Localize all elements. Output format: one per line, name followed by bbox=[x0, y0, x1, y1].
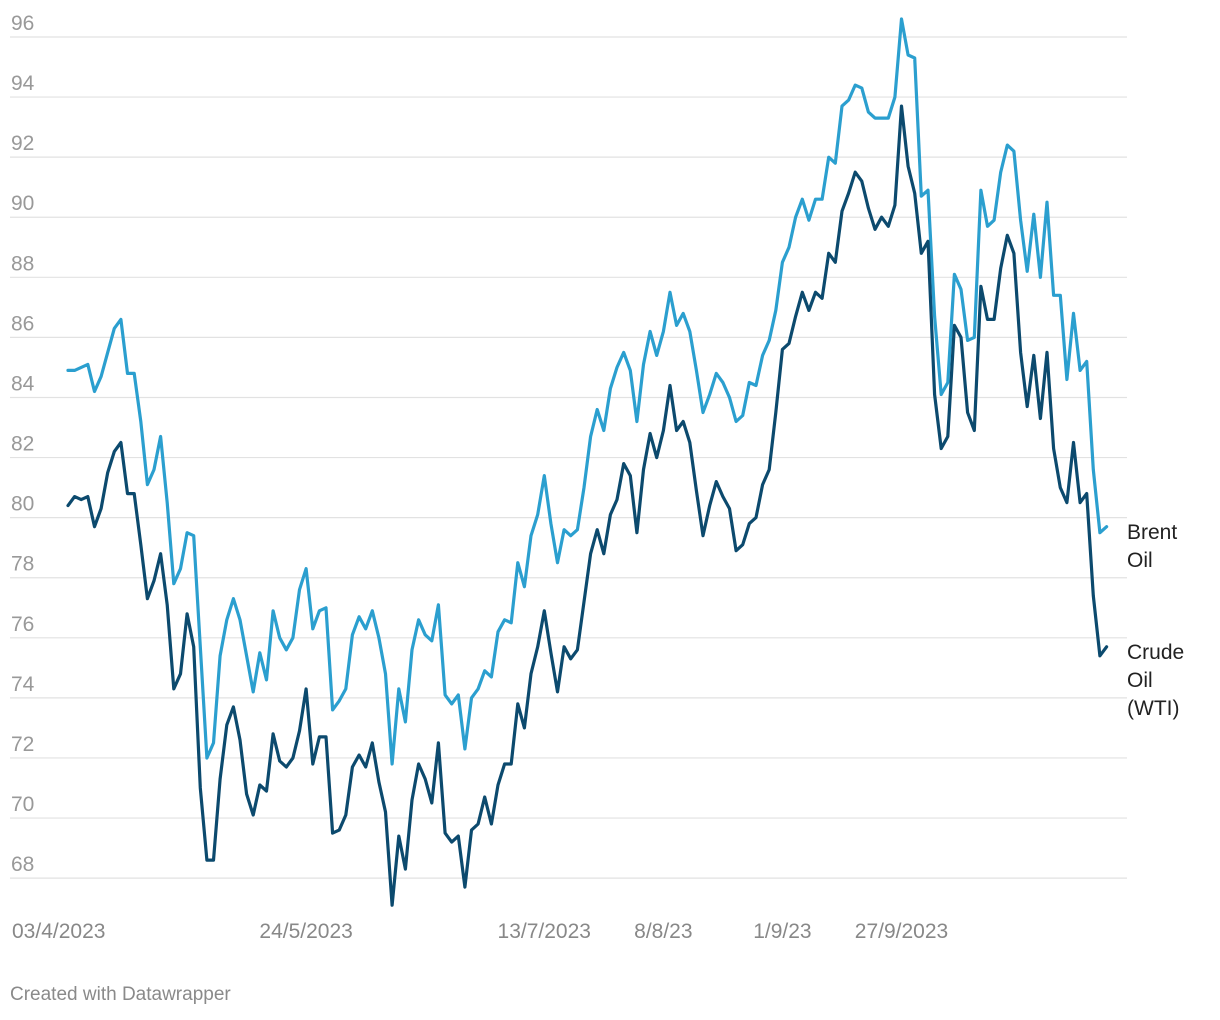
y-tick-label: 86 bbox=[11, 312, 34, 335]
y-tick-label: 90 bbox=[11, 192, 34, 215]
x-tick-label: 03/4/2023 bbox=[12, 920, 105, 943]
x-tick-label: 1/9/23 bbox=[753, 920, 811, 943]
y-tick-label: 78 bbox=[11, 553, 34, 576]
y-tick-label: 72 bbox=[11, 733, 34, 756]
y-tick-label: 68 bbox=[11, 853, 34, 876]
series-line-crude-oil-wti bbox=[66, 104, 1109, 907]
x-tick-label: 27/9/2023 bbox=[855, 920, 948, 943]
x-axis-tick-labels: 03/4/2023 24/5/2023 13/7/2023 8/8/23 1/9/23 2… bbox=[12, 920, 948, 943]
y-tick-label: 88 bbox=[11, 252, 34, 275]
y-tick-label: 74 bbox=[11, 673, 35, 696]
y-tick-label: 84 bbox=[11, 372, 35, 395]
series-label-brent-oil: Brent bbox=[1127, 521, 1177, 544]
x-tick-label: 24/5/2023 bbox=[259, 920, 352, 943]
series-label-brent-oil: Oil bbox=[1127, 549, 1153, 572]
y-tick-label: 96 bbox=[11, 12, 34, 35]
y-tick-label: 94 bbox=[11, 72, 35, 95]
footer-credit: Created with Datawrapper bbox=[10, 984, 231, 1005]
y-tick-label: 82 bbox=[11, 433, 34, 456]
y-axis-tick-labels: 68 70 72 74 76 78 80 82 84 86 88 90 92 94 96 bbox=[11, 12, 35, 876]
series-label-crude-oil-wti: Crude bbox=[1127, 641, 1184, 664]
x-tick-label: 13/7/2023 bbox=[498, 920, 591, 943]
x-tick-label: 8/8/23 bbox=[634, 920, 692, 943]
series-line-brent-oil bbox=[66, 17, 1109, 766]
series-label-crude-oil-wti: Oil bbox=[1127, 669, 1153, 692]
y-tick-label: 70 bbox=[11, 793, 34, 816]
series-lines bbox=[66, 17, 1109, 907]
series-label-crude-oil-wti: (WTI) bbox=[1127, 697, 1179, 720]
series-labels: Brent Oil Crude Oil (WTI) bbox=[1127, 521, 1184, 720]
gridlines bbox=[10, 36, 1127, 879]
y-tick-label: 76 bbox=[11, 613, 34, 636]
y-tick-label: 80 bbox=[11, 493, 34, 516]
y-tick-label: 92 bbox=[11, 132, 34, 155]
